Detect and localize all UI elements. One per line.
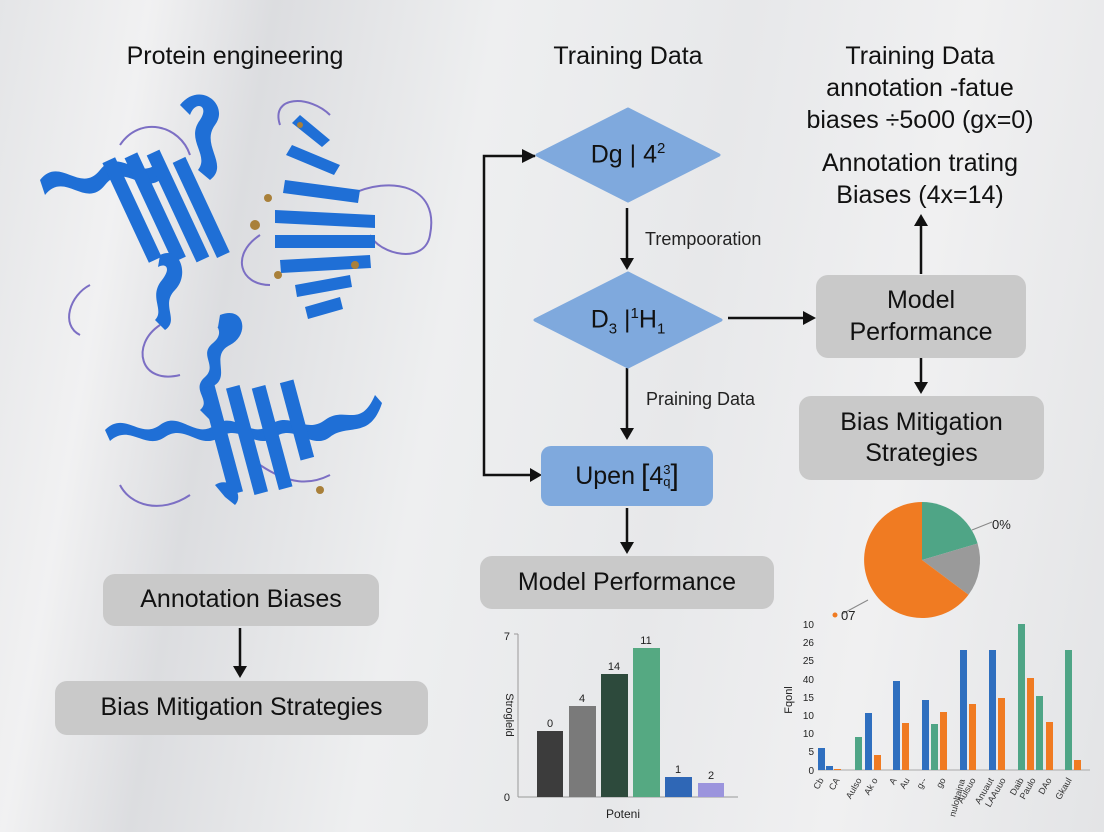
right-title-line-3: biases ÷5o00 (gx=0) bbox=[806, 106, 1034, 134]
right-subtitle-line-2: Biases (4x=14) bbox=[836, 181, 1004, 209]
right-title-line-2: annotation -fatue bbox=[826, 74, 1014, 102]
right-subtitle-block: Annotation trating Biases (4x=14) bbox=[780, 147, 1060, 211]
svg-text:26: 26 bbox=[803, 638, 815, 649]
svg-text:Ak o: Ak o bbox=[862, 776, 880, 797]
svg-text:40: 40 bbox=[803, 675, 815, 686]
svg-text:07: 07 bbox=[841, 608, 855, 623]
svg-text:0: 0 bbox=[504, 792, 510, 804]
svg-text:0: 0 bbox=[547, 718, 553, 730]
upen-sup: 3 bbox=[663, 462, 671, 477]
diamond-2-main: D bbox=[590, 305, 609, 334]
flowchart-connectors bbox=[482, 149, 816, 554]
svg-text:2: 2 bbox=[708, 770, 714, 782]
svg-text:g--: g-- bbox=[915, 776, 929, 791]
upen-value: 4 bbox=[649, 461, 664, 490]
decision-diamond-1[interactable]: Dg | 42 bbox=[535, 107, 721, 203]
svg-text:Fqonl: Fqonl bbox=[783, 686, 795, 714]
svg-text:0: 0 bbox=[808, 766, 814, 777]
svg-text:15: 15 bbox=[803, 693, 815, 704]
svg-text:Gkaul: Gkaul bbox=[1053, 776, 1073, 801]
model-performance-line-1: Model bbox=[886, 286, 956, 315]
svg-text:25: 25 bbox=[803, 656, 815, 667]
bias-mitigation-strategies-label: Bias Mitigation Strategies bbox=[100, 693, 383, 722]
svg-text:A: A bbox=[887, 776, 899, 786]
svg-text:4: 4 bbox=[579, 693, 585, 705]
protein-engineering-title: Protein engineering bbox=[126, 42, 344, 70]
diamond-2-sub2: 1 bbox=[656, 320, 666, 338]
svg-text:1: 1 bbox=[675, 764, 681, 776]
bias-mitigation-line-1: Bias Mitigation bbox=[840, 407, 1003, 436]
svg-text:go: go bbox=[934, 776, 948, 790]
upen-process-box[interactable]: Upen [4 3 q] bbox=[541, 446, 713, 506]
svg-text:Poteni: Poteni bbox=[606, 807, 640, 821]
diamond-1-main: Dg bbox=[590, 140, 623, 169]
bias-mitigation-line-2: Strategies bbox=[865, 439, 978, 467]
bias-mitigation-strategies-box-right[interactable]: Bias Mitigation Strategies bbox=[799, 396, 1044, 480]
svg-text:10: 10 bbox=[803, 711, 815, 722]
diamond-2-value: H bbox=[638, 305, 657, 334]
model-performance-line-2: Performance bbox=[849, 317, 993, 346]
bar-chart-right: 10 26 25 40 15 10 10 5 0 Fqonl Cb CA Aul… bbox=[783, 620, 1090, 818]
edge-label-praining-data: Praining Data bbox=[646, 389, 756, 409]
bar-chart-center: 7 0 Strogleld Poteni 0 4 14 11 1 2 bbox=[503, 631, 738, 821]
svg-text:Au: Au bbox=[898, 776, 912, 791]
svg-text:5: 5 bbox=[808, 747, 814, 758]
arrow-down-icon bbox=[233, 628, 247, 678]
svg-text:0%: 0% bbox=[992, 517, 1011, 532]
arrow-down-icon bbox=[914, 358, 928, 394]
decision-diamond-2[interactable]: D3 |1H1 bbox=[533, 271, 723, 369]
svg-text:DAo: DAo bbox=[1036, 776, 1053, 796]
svg-text:10: 10 bbox=[803, 620, 815, 631]
diamond-2-separator: | bbox=[624, 305, 631, 334]
diamond-shape bbox=[535, 107, 721, 203]
diamond-2-sub: 3 bbox=[608, 320, 618, 338]
right-subtitle-line-1: Annotation trating bbox=[822, 149, 1018, 177]
bias-mitigation-strategies-box[interactable]: Bias Mitigation Strategies bbox=[55, 681, 428, 735]
edge-label-trempooration: Trempooration bbox=[645, 229, 762, 249]
diamond-shape bbox=[533, 271, 723, 369]
svg-text:Strogleld: Strogleld bbox=[503, 693, 515, 736]
model-performance-box-right[interactable]: Model Performance bbox=[816, 275, 1026, 358]
model-performance-box-center[interactable]: Model Performance bbox=[480, 556, 774, 609]
upen-sub: q bbox=[663, 474, 671, 489]
annotation-biases-label: Annotation Biases bbox=[140, 585, 342, 614]
right-title-line-1: Training Data bbox=[845, 42, 995, 70]
svg-text:Aulso: Aulso bbox=[844, 776, 864, 800]
training-data-title: Training Data bbox=[553, 42, 703, 70]
svg-text:14: 14 bbox=[608, 661, 620, 673]
svg-text:11: 11 bbox=[640, 635, 651, 647]
svg-text:Cb: Cb bbox=[811, 776, 825, 791]
annotation-biases-box[interactable]: Annotation Biases bbox=[103, 574, 379, 626]
diamond-2-sup-pre: 1 bbox=[630, 305, 639, 322]
arrow-up-icon bbox=[914, 214, 928, 274]
svg-text:CA: CA bbox=[827, 776, 842, 792]
svg-text:7: 7 bbox=[504, 631, 510, 643]
diamond-1-value: 4 bbox=[643, 140, 657, 169]
upen-label: Upen bbox=[575, 461, 635, 490]
svg-text:10: 10 bbox=[803, 729, 815, 740]
diamond-1-sup: 2 bbox=[656, 140, 666, 157]
pie-chart: 0% 07 bbox=[832, 502, 1011, 623]
diamond-1-separator: | bbox=[629, 140, 637, 169]
right-title-block: Training Data annotation -fatue biases ÷… bbox=[780, 40, 1060, 136]
protein-structures-illustration bbox=[40, 94, 433, 507]
model-performance-label: Model Performance bbox=[517, 567, 737, 596]
